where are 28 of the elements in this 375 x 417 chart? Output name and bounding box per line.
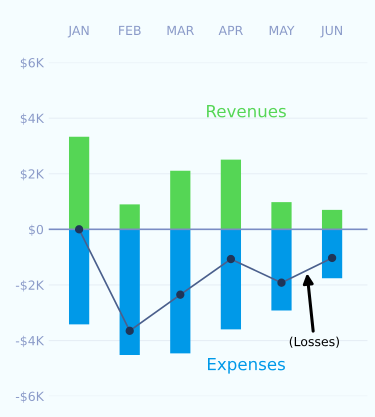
bar <box>68 229 90 324</box>
series-label: Expenses <box>208 358 285 374</box>
bar <box>220 229 242 330</box>
bar <box>120 204 140 230</box>
bar <box>120 229 140 356</box>
y-tick-label: -$2K <box>16 280 44 292</box>
x-tick-label: APR <box>218 26 243 35</box>
bar <box>271 202 292 230</box>
y-tick-label: $4K <box>20 113 44 125</box>
bar <box>170 170 190 230</box>
x-tick-label: JUN <box>320 26 342 38</box>
y-tick-label: -$6K <box>16 391 44 403</box>
y-tick-label: $2K <box>20 169 44 180</box>
x-tick-label: MAR <box>168 26 194 35</box>
bar <box>68 136 90 230</box>
bar <box>322 210 342 230</box>
x-tick-label: MAY <box>270 26 295 35</box>
y-tick-label: $0 <box>29 224 44 236</box>
x-tick-label: FEB <box>119 26 141 35</box>
bar <box>322 229 342 278</box>
text: (Losses) <box>290 336 339 348</box>
bar <box>220 160 242 230</box>
bar <box>170 229 190 354</box>
bar <box>271 229 292 311</box>
text: Revenues <box>207 105 286 118</box>
y-tick-label: $6K <box>20 58 44 70</box>
y-tick-label: -$4K <box>16 336 44 348</box>
x-tick-label: JAN <box>68 26 89 38</box>
